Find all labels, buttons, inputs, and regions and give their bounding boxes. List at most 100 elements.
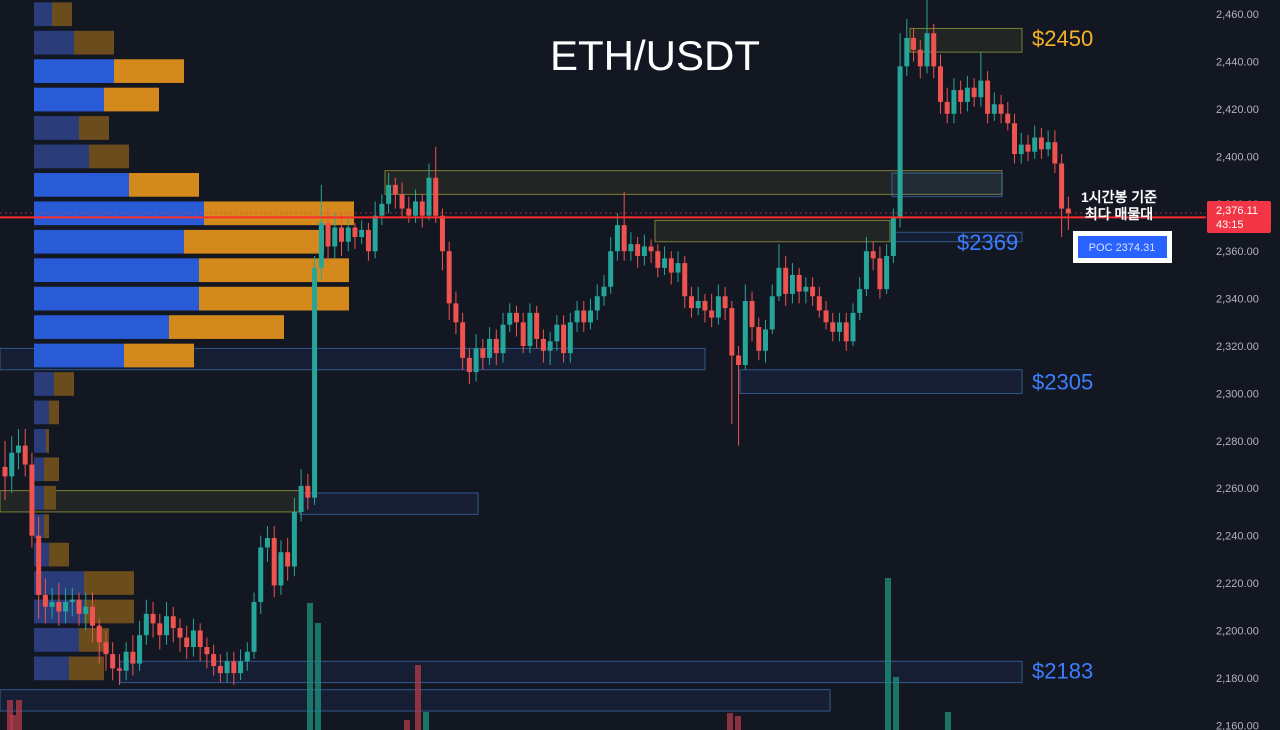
profile-bar-up (34, 87, 104, 112)
candle-body (480, 348, 486, 358)
candle-body (42, 594, 48, 607)
candle-body (776, 267, 782, 297)
profile-bar-up (34, 201, 204, 226)
chart-title: ETH/USDT (550, 32, 760, 79)
candle-body (937, 66, 943, 102)
volume-profile (34, 2, 354, 681)
profile-bar-down (44, 514, 49, 539)
candle-body (190, 630, 196, 648)
candle-body (29, 464, 35, 536)
candle-body (399, 194, 405, 209)
axis-tick-label: 2,440.00 (1216, 57, 1259, 69)
candle-body (507, 312, 513, 325)
candle-body (561, 324, 567, 354)
profile-bar-down (129, 173, 199, 197)
profile-bar-up (34, 173, 129, 197)
volume-bar (307, 603, 313, 730)
candle-body (803, 286, 809, 292)
candle-body (170, 616, 176, 629)
candle-body (150, 613, 156, 624)
profile-bar-up (34, 59, 114, 83)
candle-body (762, 329, 768, 351)
candle-body (830, 322, 836, 332)
candle-body (258, 547, 264, 603)
profile-bar-up (34, 30, 74, 55)
candle-body (103, 642, 109, 655)
profile-bar-down (52, 2, 72, 27)
axis-tick-label: 2,180.00 (1216, 673, 1259, 685)
volume-bar (404, 720, 410, 730)
profile-bar-down (114, 59, 184, 83)
candle-body (372, 215, 378, 252)
poc-box (1078, 236, 1167, 258)
profile-bar-down (124, 343, 194, 368)
axis-tick-label: 2,320.00 (1216, 341, 1259, 353)
candle-body (238, 661, 244, 674)
candle-body (964, 87, 970, 102)
candle-body (345, 227, 351, 242)
candle-body (1059, 163, 1065, 209)
candle-body (413, 201, 419, 216)
candle-body (789, 274, 795, 294)
candle-body (736, 355, 742, 365)
candle-body (116, 668, 122, 671)
candle-body (722, 296, 728, 309)
candle-body (244, 651, 250, 662)
profile-bar-up (34, 372, 54, 396)
level-label: $2450 (1032, 26, 1093, 51)
candle-body (857, 289, 863, 313)
candle-body (513, 312, 519, 323)
profile-bar-up (34, 457, 44, 482)
profile-bar-up (34, 116, 79, 140)
axis-tick-label: 2,460.00 (1216, 9, 1259, 21)
price-axis[interactable]: 2,160.00 2,180.00 2,200.00 2,220.00 2,240.00… (1206, 0, 1280, 730)
candle-body (641, 246, 647, 256)
candle-body (298, 485, 304, 512)
profile-bar-down (69, 656, 104, 681)
profile-bar-down (169, 315, 284, 339)
candle-body (96, 625, 102, 643)
candle-body (312, 267, 318, 498)
profile-bar-down (104, 87, 159, 112)
candle-body (911, 37, 917, 50)
candle-body (924, 33, 930, 67)
candle-body (594, 296, 600, 311)
axis-tick-label: 2,400.00 (1216, 151, 1259, 163)
candle-body (695, 301, 701, 309)
candle-body (574, 310, 580, 323)
profile-bar-down (44, 457, 59, 482)
candle-body (2, 466, 8, 477)
candle-body (56, 602, 62, 612)
candle-body (628, 244, 634, 252)
annotation-line2: 최다 매물대 (1085, 206, 1153, 222)
candle-body (164, 616, 170, 636)
candle-body (15, 445, 21, 453)
candle-body (769, 296, 775, 330)
profile-bar-up (34, 258, 199, 283)
candle-body (958, 90, 964, 102)
axis-tick-label: 2,260.00 (1216, 483, 1259, 495)
candle-body (709, 310, 715, 318)
volume-bar (893, 677, 899, 730)
candle-body (816, 296, 822, 311)
candle-body (473, 348, 479, 373)
axis-tick-label: 2,200.00 (1216, 625, 1259, 637)
profile-bar-down (204, 201, 354, 226)
candle-body (426, 177, 432, 216)
candle-body (251, 602, 257, 652)
candle-body (843, 322, 849, 342)
candle-body (1032, 137, 1038, 152)
candle-body (433, 177, 439, 216)
profile-bar-up (34, 656, 69, 681)
level-label: $2369 (957, 230, 1018, 255)
zone-box (909, 27, 1023, 53)
zones-layer (0, 27, 1023, 712)
candle-body (231, 661, 237, 674)
candle-body (22, 445, 28, 465)
profile-bar-up (34, 2, 52, 27)
candle-body (567, 322, 573, 354)
candle-body (863, 251, 869, 290)
profile-bar-down (44, 485, 56, 510)
candle-body (540, 338, 546, 351)
